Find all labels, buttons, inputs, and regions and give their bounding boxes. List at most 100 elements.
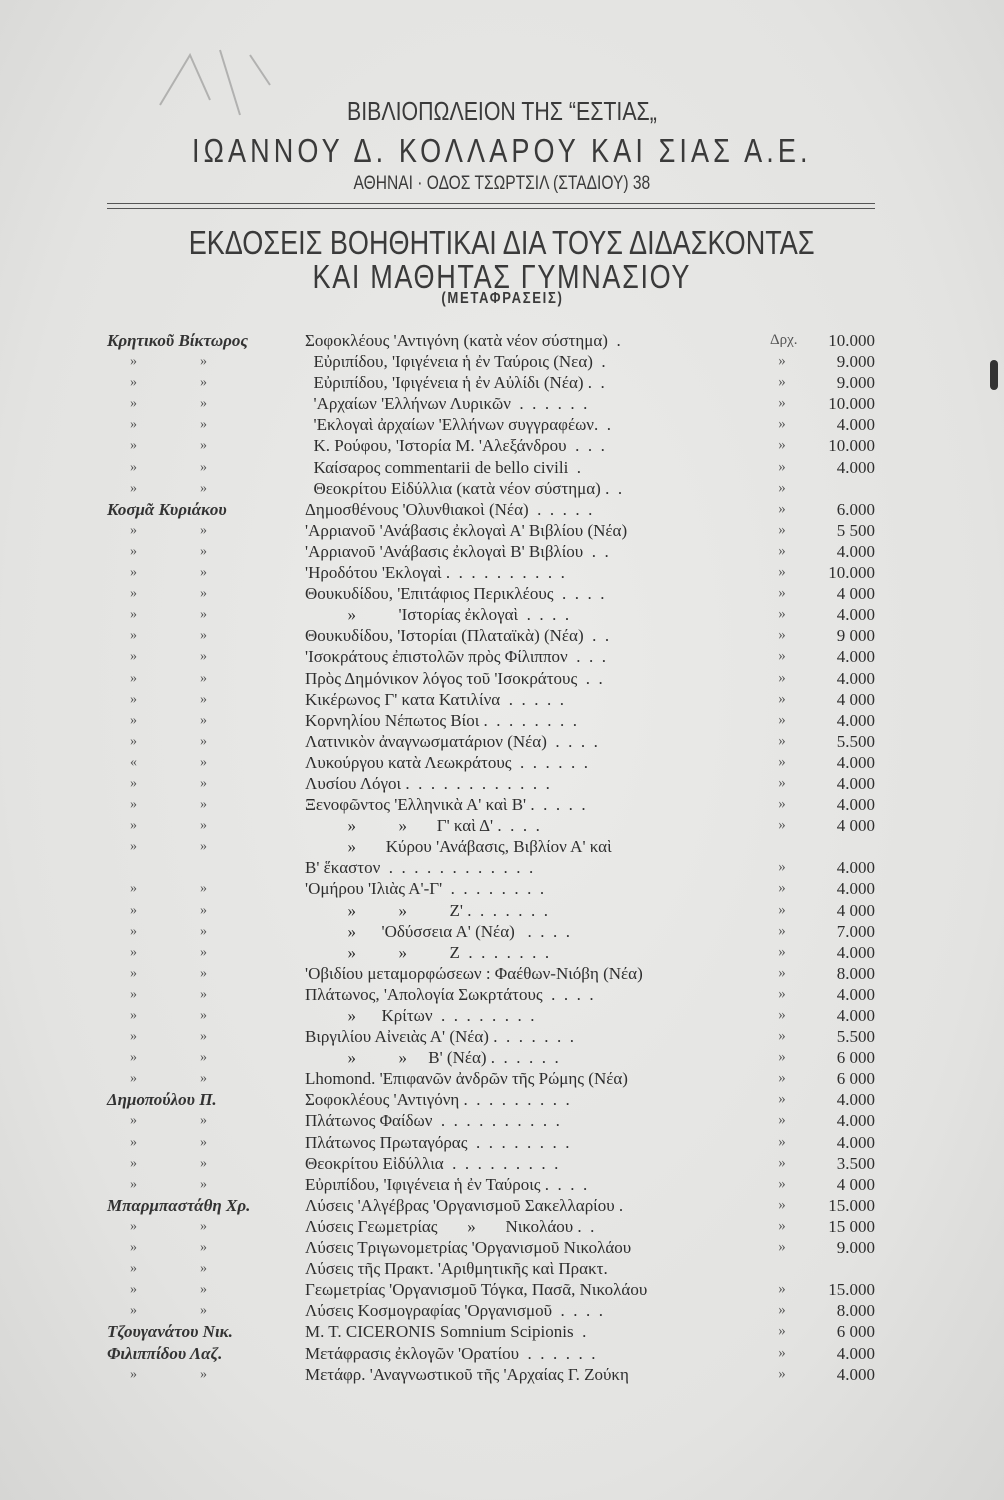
price: 4.000 bbox=[836, 942, 875, 962]
catalog-row: » » Θεοκρίτου Εἰδύλλια . . . . . . . . . » 3… bbox=[0, 1153, 1004, 1174]
ditto-mark: » bbox=[200, 775, 207, 791]
price: 4.000 bbox=[836, 1132, 875, 1152]
price-ditto-mark: » bbox=[778, 859, 786, 876]
ditto-mark: » bbox=[200, 628, 207, 644]
price: 10.000 bbox=[828, 563, 875, 583]
ditto-mark: » bbox=[130, 459, 137, 475]
price-ditto-mark: » bbox=[778, 1323, 786, 1340]
book-title: » 'Ιστορίας ἐκλογαὶ . . . . bbox=[305, 605, 570, 625]
catalog-row: » » » » Β' (Νέα) . . . . . . » 6 000 bbox=[0, 1047, 1004, 1068]
ditto-mark: » bbox=[200, 670, 207, 686]
book-title: Λύσεις 'Αλγέβρας 'Οργανισμοῦ Σακελλαρίου… bbox=[305, 1195, 624, 1215]
catalog-row: » » Θουκυδίδου, 'Ιστορίαι (Πλαταϊκὰ) (Νέα)… bbox=[0, 625, 1004, 646]
ditto-mark: » bbox=[200, 1218, 207, 1234]
ditto-mark: » bbox=[130, 1134, 137, 1150]
catalog-row: « » Λυκούργου κατὰ Λεωκράτους . . . . . . »… bbox=[0, 752, 1004, 773]
book-title: 'Οβιδίου μεταμορφώσεων : Φαέθων-Νιόβη (Ν… bbox=[305, 963, 643, 983]
ditto-mark: » bbox=[130, 1008, 137, 1023]
price-ditto-mark: » bbox=[778, 669, 786, 686]
price-ditto-mark: » bbox=[778, 1133, 786, 1150]
ditto-mark: » bbox=[200, 396, 207, 412]
ditto-mark: » bbox=[200, 522, 207, 538]
ditto-mark: » bbox=[130, 1155, 137, 1171]
ditto-mark: » bbox=[200, 797, 207, 813]
book-title: Κορνηλίου Νέπωτος Βίοι . . . . . . . . bbox=[305, 710, 578, 730]
section-title-line2: ΚΑΙ ΜΑΘΗΤΑΣ ΓΥΜΝΑΣΙΟΥ bbox=[312, 258, 692, 295]
price-ditto-mark: Δρχ. bbox=[770, 332, 798, 348]
book-title: Λατινικὸν ἀναγνωσματάριον (Νέα) . . . . bbox=[305, 731, 598, 751]
ditto-mark: » bbox=[130, 417, 137, 433]
price-ditto-mark: » bbox=[778, 521, 786, 538]
catalog-row: » » Λύσεις Τριγωνομετρίας 'Οργανισμοῦ Νικο… bbox=[0, 1237, 1004, 1258]
ditto-mark: » bbox=[200, 1155, 207, 1171]
ditto-mark: » bbox=[130, 607, 137, 623]
catalog-row: » » Πλάτωνος Πρωταγόρας . . . . . . . . » 4.… bbox=[0, 1132, 1004, 1153]
price-ditto-mark: » bbox=[778, 1196, 786, 1213]
ditto-mark: » bbox=[130, 586, 137, 602]
ditto-mark: » bbox=[130, 902, 137, 918]
catalog-row: Φιλιππίδου Λαζ. Μετάφρασις ἐκλογῶν 'Ορατί… bbox=[0, 1343, 1004, 1364]
ditto-mark: » bbox=[130, 775, 137, 791]
book-title: Μετάφρασις ἐκλογῶν 'Ορατίου . . . . . . bbox=[305, 1343, 596, 1363]
price: 6 000 bbox=[836, 1048, 875, 1068]
catalog-row: » » 'Ηροδότου 'Εκλογαὶ . . . . . . . . . .… bbox=[0, 562, 1004, 583]
ditto-mark: » bbox=[130, 375, 137, 391]
price: 4.000 bbox=[836, 1343, 875, 1363]
ditto-mark: » bbox=[200, 354, 207, 370]
price-ditto-mark: » bbox=[778, 1112, 786, 1129]
price-ditto-mark: » bbox=[778, 732, 786, 749]
ditto-mark: » bbox=[200, 1240, 207, 1256]
double-rule-top bbox=[107, 203, 875, 204]
ditto-mark: » bbox=[130, 522, 137, 538]
price-ditto-mark: » bbox=[778, 353, 786, 370]
book-title: Λύσεις Κοσμογραφίας 'Οργανισμοῦ . . . . bbox=[305, 1301, 604, 1321]
double-rule-bottom bbox=[107, 208, 875, 209]
book-title: Lhomond. 'Επιφανῶν ἀνδρῶν τῆς Ρώμης (Νέα… bbox=[305, 1069, 628, 1089]
price-ditto-mark: » bbox=[778, 1007, 786, 1023]
ditto-mark: » bbox=[130, 986, 137, 1002]
ditto-mark: » bbox=[200, 944, 207, 960]
price-ditto-mark: » bbox=[778, 774, 786, 791]
price-ditto-mark: » bbox=[778, 1365, 786, 1382]
catalog-row: » » Εὐριπίδου, 'Ιφιγένεια ἡ ἐν Αὐλίδι (Νέ… bbox=[0, 372, 1004, 393]
ditto-mark: » bbox=[200, 986, 207, 1002]
ditto-mark: » bbox=[200, 649, 207, 665]
price: 4 000 bbox=[836, 584, 875, 604]
price-ditto-mark: » bbox=[778, 880, 786, 897]
price: 5.500 bbox=[836, 1027, 875, 1047]
ditto-mark: » bbox=[130, 1261, 137, 1277]
section-subtitle: (ΜΕΤΑΦΡΑΣΕΙΣ) bbox=[440, 290, 564, 307]
price-ditto-mark: » bbox=[778, 1281, 786, 1298]
book-title: » Κρίτων . . . . . . . . bbox=[305, 1006, 535, 1025]
catalog-row: » » Θουκυδίδου, 'Επιτάφιος Περικλέους . . … bbox=[0, 583, 1004, 604]
price: 4.000 bbox=[836, 795, 875, 815]
catalog-row: » » 'Εκλογαὶ ἀρχαίων 'Ελλήνων συγγραφέων.… bbox=[0, 414, 1004, 435]
price-ditto-mark: » bbox=[778, 1154, 786, 1171]
catalog-list: Κρητικοῦ Βίκτωρος Σοφοκλέους 'Αντιγόνη (κ… bbox=[0, 330, 1004, 1385]
book-title: » » Ζ' . . . . . . . bbox=[305, 900, 548, 920]
price: 5.500 bbox=[836, 731, 875, 751]
price-ditto-mark: » bbox=[778, 564, 786, 581]
price-ditto-mark: » bbox=[778, 1344, 786, 1361]
price: 4.000 bbox=[836, 710, 875, 730]
ditto-mark: » bbox=[200, 459, 207, 475]
book-title: 'Αρχαίων 'Ελλήνων Λυρικῶν . . . . . . bbox=[305, 394, 588, 414]
price-ditto-mark: » bbox=[778, 500, 786, 517]
price: 4.000 bbox=[836, 647, 875, 667]
ditto-mark: » bbox=[130, 565, 137, 581]
ditto-mark: » bbox=[130, 670, 137, 686]
ditto-mark: » bbox=[200, 543, 207, 559]
price: 6.000 bbox=[836, 499, 875, 519]
ditto-mark: » bbox=[200, 438, 207, 454]
price: 7.000 bbox=[836, 921, 875, 941]
price: 15.000 bbox=[828, 1280, 875, 1300]
book-title: Εὐριπίδου, 'Ιφιγένεια ἡ ἐν Ταύροις . . .… bbox=[305, 1174, 588, 1194]
ditto-mark: » bbox=[130, 733, 137, 749]
ditto-mark: » bbox=[200, 1176, 207, 1192]
book-title: Θεοκρίτου Εἰδύλλια (κατὰ νέον σύστημα) .… bbox=[305, 478, 623, 498]
catalog-row: » » 'Ομήρου 'Ιλιὰς Α'-Γ' . . . . . . . . » 4… bbox=[0, 878, 1004, 899]
catalog-row: » » Θεοκρίτου Εἰδύλλια (κατὰ νέον σύστημα… bbox=[0, 478, 1004, 499]
book-title: 'Αρριανοῦ 'Ανάβασις ἐκλογαὶ Β' Βιβλίου .… bbox=[305, 541, 609, 561]
ditto-mark: » bbox=[130, 1113, 137, 1129]
price-ditto-mark: » bbox=[778, 690, 786, 707]
